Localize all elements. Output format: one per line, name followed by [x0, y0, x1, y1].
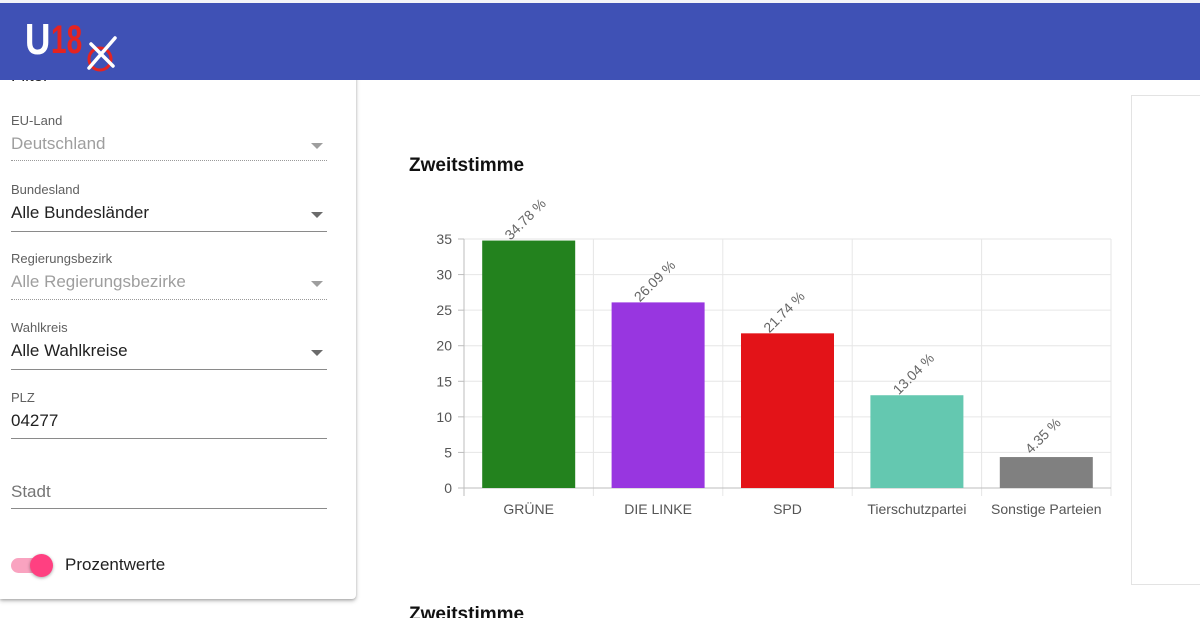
- y-tick-label: 10: [436, 409, 452, 425]
- bundesland-select[interactable]: Bundesland Alle Bundesländer: [11, 182, 327, 232]
- regierungsbezirk-select: Regierungsbezirk Alle Regierungsbezirke: [11, 251, 327, 300]
- chevron-down-icon[interactable]: [311, 350, 323, 356]
- app-header: U 18: [0, 0, 1200, 80]
- zweitstimme-bar-chart: 0 5 10 15 20 25 30 35 GRÜNE 34.78 % DIE LINKE 26.09…: [436, 195, 1112, 517]
- toggle-label: Prozentwerte: [65, 555, 166, 574]
- filter-panel: Filter EU-Land Deutschland Bundesland Al…: [0, 60, 356, 599]
- stadt-placeholder[interactable]: Stadt: [11, 482, 51, 501]
- bar-data-label: 34.78 %: [501, 195, 549, 243]
- stadt-input[interactable]: Stadt: [11, 481, 327, 509]
- ballot-cross-icon: [87, 36, 117, 72]
- bar-data-label: 13.04 %: [890, 350, 938, 398]
- regierungsbezirk-label: Regierungsbezirk: [11, 251, 113, 266]
- wahlkreis-value[interactable]: Alle Wahlkreise: [11, 341, 128, 360]
- bundesland-underline: [11, 231, 327, 232]
- toggle-knob[interactable]: [30, 554, 53, 577]
- y-tick-label: 30: [436, 267, 452, 283]
- plz-input[interactable]: PLZ 04277: [11, 390, 327, 439]
- regierungsbezirk-underline: [11, 299, 327, 300]
- bar-data-label: 26.09 %: [631, 257, 679, 305]
- bar: [741, 333, 834, 488]
- u18-logo[interactable]: U 18: [25, 16, 125, 78]
- bundesland-value[interactable]: Alle Bundesländer: [11, 203, 149, 222]
- eu-land-value: Deutschland: [11, 134, 106, 153]
- eu-land-underline: [11, 160, 327, 161]
- x-tick-label: GRÜNE: [503, 500, 554, 517]
- wahlkreis-underline: [11, 369, 327, 370]
- bar: [870, 395, 964, 488]
- x-tick-label: Tierschutzpartei: [867, 501, 966, 517]
- bar: [482, 240, 576, 488]
- y-tick-label: 15: [436, 373, 452, 389]
- y-tick-label: 35: [436, 231, 452, 247]
- header-top-line: [0, 0, 1200, 3]
- bar: [999, 457, 1093, 488]
- wahlkreis-label: Wahlkreis: [11, 320, 68, 335]
- bar-data-label: 4.35 %: [1022, 414, 1064, 456]
- chevron-down-icon: [311, 281, 323, 287]
- bundesland-label: Bundesland: [11, 182, 80, 197]
- chevron-down-icon: [311, 143, 323, 149]
- x-tick-label: DIE LINKE: [624, 501, 692, 517]
- prozentwerte-toggle[interactable]: Prozentwerte: [11, 551, 311, 581]
- y-tick-label: 5: [444, 444, 452, 460]
- chart-title-second: Zweitstimme: [409, 604, 525, 618]
- chevron-down-icon[interactable]: [311, 212, 323, 218]
- x-tick-label: Sonstige Parteien: [991, 501, 1102, 517]
- logo-18-number: 18: [51, 18, 83, 62]
- y-tick-label: 20: [436, 338, 452, 354]
- plz-underline: [11, 438, 327, 439]
- x-tick-label: SPD: [773, 501, 802, 517]
- y-tick-label: 25: [436, 302, 452, 318]
- eu-land-select: EU-Land Deutschland: [11, 113, 327, 161]
- plz-label: PLZ: [11, 390, 35, 405]
- regierungsbezirk-value: Alle Regierungsbezirke: [11, 272, 186, 291]
- stadt-underline: [11, 508, 327, 509]
- y-tick-label: 0: [444, 480, 452, 496]
- bar-data-label: 21.74 %: [760, 288, 808, 336]
- wahlkreis-select[interactable]: Wahlkreis Alle Wahlkreise: [11, 320, 327, 370]
- plz-value[interactable]: 04277: [11, 411, 59, 430]
- logo-u-letter: U: [25, 15, 50, 64]
- chart-title: Zweitstimme: [409, 155, 525, 176]
- eu-land-label: EU-Land: [11, 113, 63, 128]
- bar: [611, 302, 705, 488]
- right-side-card: [1131, 95, 1200, 585]
